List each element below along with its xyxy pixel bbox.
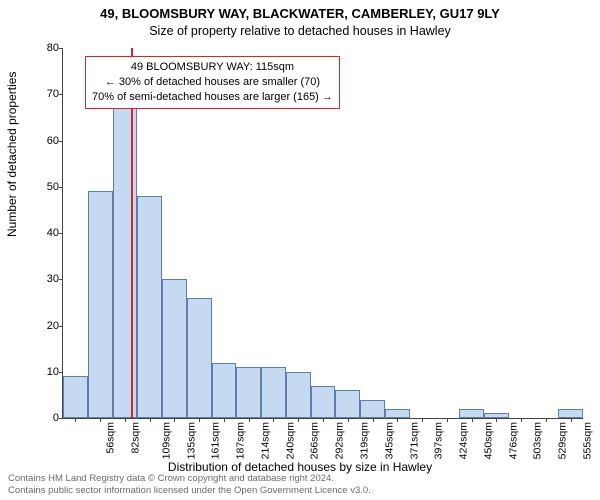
x-tick-mark [298,418,299,422]
x-tick-label: 397sqm [433,422,445,459]
annotation-line3: 70% of semi-detached houses are larger (… [92,90,333,105]
annotation-line1: 49 BLOOMSBURY WAY: 115sqm [92,60,333,75]
footer-attribution: Contains HM Land Registry data © Crown c… [8,473,371,496]
histogram-bar [187,298,212,418]
x-tick-label: 214sqm [259,422,271,459]
x-tick-label: 187sqm [235,422,247,459]
annotation-box: 49 BLOOMSBURY WAY: 115sqm ← 30% of detac… [85,56,340,109]
x-tick-mark [150,418,151,422]
x-tick-mark [348,418,349,422]
x-tick-mark [249,418,250,422]
x-tick-label: 371sqm [408,422,420,459]
histogram-bar [385,409,410,418]
y-tick-label: 10 [31,366,59,378]
y-tick-mark [59,279,63,280]
y-tick-label: 40 [31,227,59,239]
y-axis-label: Number of detached properties [5,72,19,237]
histogram-bar [236,367,261,418]
chart-title-line2: Size of property relative to detached ho… [0,24,600,38]
x-tick-mark [174,418,175,422]
y-tick-label: 80 [31,42,59,54]
x-tick-label: 529sqm [556,422,568,459]
histogram-bar [459,409,484,418]
histogram-bar [360,400,385,419]
footer-line2: Contains public sector information licen… [8,485,371,496]
histogram-bar [137,196,162,418]
x-tick-mark [273,418,274,422]
x-tick-label: 476sqm [507,422,519,459]
x-tick-mark [373,418,374,422]
y-tick-mark [59,94,63,95]
y-tick-mark [59,48,63,49]
x-tick-mark [422,418,423,422]
histogram-bar [113,108,138,418]
histogram-bar [335,390,360,418]
x-tick-mark [224,418,225,422]
x-tick-mark [100,418,101,422]
x-tick-label: 240sqm [284,422,296,459]
x-tick-label: 503sqm [532,422,544,459]
x-tick-label: 319sqm [358,422,370,459]
x-tick-mark [521,418,522,422]
x-tick-label: 292sqm [334,422,346,459]
x-tick-label: 82sqm [130,422,142,454]
y-tick-mark [59,141,63,142]
y-tick-label: 0 [31,412,59,424]
x-tick-mark [571,418,572,422]
x-tick-mark [199,418,200,422]
x-tick-mark [546,418,547,422]
x-tick-label: 266sqm [309,422,321,459]
y-tick-mark [59,372,63,373]
x-tick-label: 109sqm [160,422,172,459]
x-tick-label: 56sqm [105,422,117,454]
y-tick-label: 60 [31,135,59,147]
x-tick-mark [75,418,76,422]
histogram-bar [558,409,583,418]
histogram-bar [311,386,336,418]
y-tick-mark [59,187,63,188]
x-tick-mark [496,418,497,422]
y-tick-mark [59,233,63,234]
histogram-bar [162,279,187,418]
y-tick-label: 50 [31,181,59,193]
x-tick-label: 424sqm [457,422,469,459]
y-tick-label: 70 [31,88,59,100]
x-tick-label: 450sqm [482,422,494,459]
histogram-bar [63,376,88,418]
chart-title-line1: 49, BLOOMSBURY WAY, BLACKWATER, CAMBERLE… [0,6,600,21]
x-tick-label: 555sqm [581,422,593,459]
footer-line1: Contains HM Land Registry data © Crown c… [8,473,371,484]
chart-area: 0102030405060708056sqm82sqm109sqm135sqm1… [62,48,582,418]
x-tick-mark [323,418,324,422]
x-tick-label: 135sqm [185,422,197,459]
annotation-line2: ← 30% of detached houses are smaller (70… [92,75,333,90]
histogram-bar [212,363,237,419]
x-tick-mark [472,418,473,422]
histogram-bar [88,191,113,418]
y-tick-label: 20 [31,320,59,332]
y-tick-mark [59,418,63,419]
histogram-bar [261,367,286,418]
x-axis-label: Distribution of detached houses by size … [0,460,600,474]
x-tick-mark [447,418,448,422]
x-tick-mark [125,418,126,422]
histogram-bar [286,372,311,418]
y-tick-mark [59,326,63,327]
x-tick-mark [397,418,398,422]
x-tick-label: 161sqm [210,422,222,459]
x-tick-label: 345sqm [383,422,395,459]
y-tick-label: 30 [31,273,59,285]
